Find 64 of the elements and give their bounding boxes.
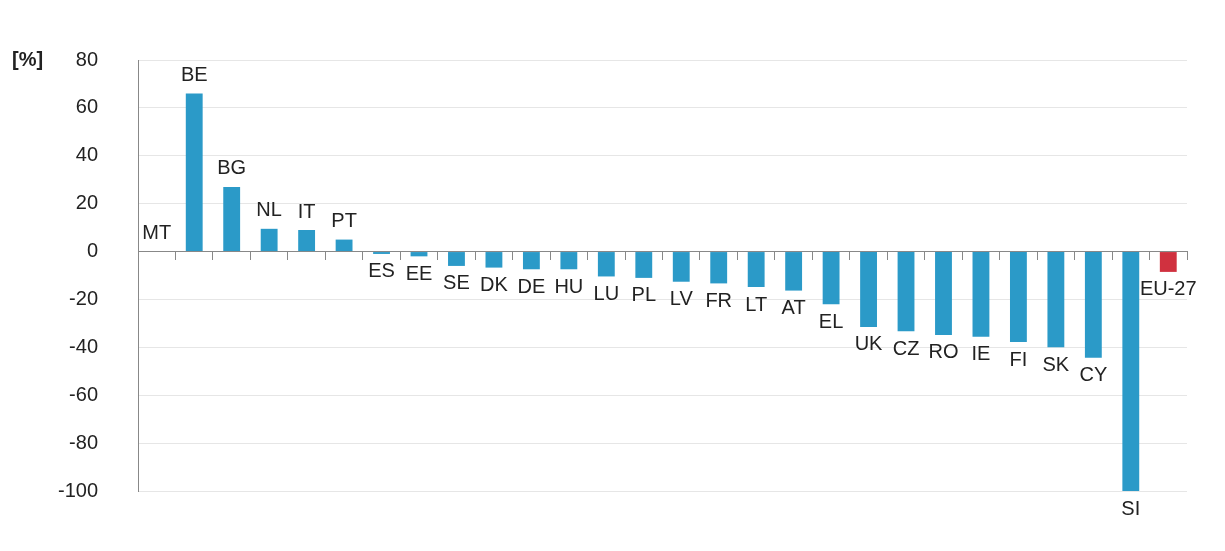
- x-tick-label: EU-27: [1139, 277, 1197, 300]
- x-tick-label: IE: [971, 342, 991, 365]
- y-tick-label: 20: [75, 191, 99, 214]
- x-tick-label: EE: [405, 261, 433, 284]
- y-tick-label: 60: [75, 95, 99, 118]
- x-tick-label: FI: [1009, 347, 1028, 370]
- x-tick-label: CY: [1079, 363, 1108, 386]
- x-tick-label: PL: [631, 283, 657, 306]
- y-axis-title: [%]: [12, 47, 44, 70]
- x-tick-label: LV: [669, 287, 694, 310]
- x-tick-label: PT: [331, 209, 357, 232]
- x-tick-label: DK: [480, 273, 509, 296]
- x-tick-label: BG: [217, 156, 247, 179]
- x-tick-label: SE: [443, 271, 470, 294]
- y-tick-label: 40: [75, 143, 99, 166]
- bar: [335, 239, 353, 252]
- bar: [1009, 252, 1027, 343]
- y-tick-label: 0: [86, 239, 99, 262]
- y-tick-label: -20: [69, 286, 99, 309]
- x-tick-label: LT: [745, 292, 768, 315]
- bar: [822, 252, 840, 305]
- y-tick-label: -80: [69, 430, 99, 453]
- bar: [672, 252, 690, 282]
- bar: [897, 252, 915, 332]
- y-tick-label: -60: [69, 382, 99, 405]
- x-tick-label: SI: [1121, 496, 1141, 519]
- x-tick-label: FR: [705, 288, 733, 311]
- bar: [785, 252, 803, 291]
- x-tick-label: HU: [554, 274, 584, 297]
- bar: [747, 252, 765, 287]
- bar: [1159, 252, 1177, 272]
- x-tick-label: AT: [781, 296, 806, 319]
- x-tick-label: BE: [180, 63, 208, 86]
- bar: [448, 252, 465, 266]
- x-tick-label: UK: [854, 332, 884, 355]
- bar: [223, 186, 241, 252]
- x-tick-label: CZ: [892, 336, 920, 359]
- bar: [972, 252, 990, 337]
- x-tick-label: EL: [818, 309, 844, 332]
- bar: [935, 252, 952, 335]
- bar: [1122, 252, 1140, 491]
- x-tick-label: ES: [368, 259, 395, 282]
- x-tick-label: MT: [142, 221, 172, 244]
- bar: [710, 252, 728, 284]
- x-tick-label: IT: [297, 199, 316, 222]
- x-tick-label: RO: [928, 340, 959, 363]
- y-tick-label: -40: [69, 334, 99, 357]
- bar: [860, 252, 877, 327]
- bar: [1084, 252, 1102, 358]
- x-tick-label: SK: [1042, 352, 1070, 375]
- bar: [485, 252, 503, 268]
- bar: [597, 252, 615, 277]
- x-tick-label: NL: [256, 198, 282, 221]
- x-tick-label: LU: [593, 281, 620, 304]
- bar: [1047, 252, 1065, 348]
- bar: [635, 252, 653, 278]
- y-tick-label: -100: [58, 478, 99, 501]
- bar: [560, 252, 578, 270]
- x-tick-label: DE: [517, 274, 546, 297]
- bar: [260, 228, 278, 252]
- bar: [298, 230, 316, 252]
- y-tick-label: 80: [75, 47, 99, 70]
- bar: [522, 252, 540, 270]
- bar: [185, 93, 203, 252]
